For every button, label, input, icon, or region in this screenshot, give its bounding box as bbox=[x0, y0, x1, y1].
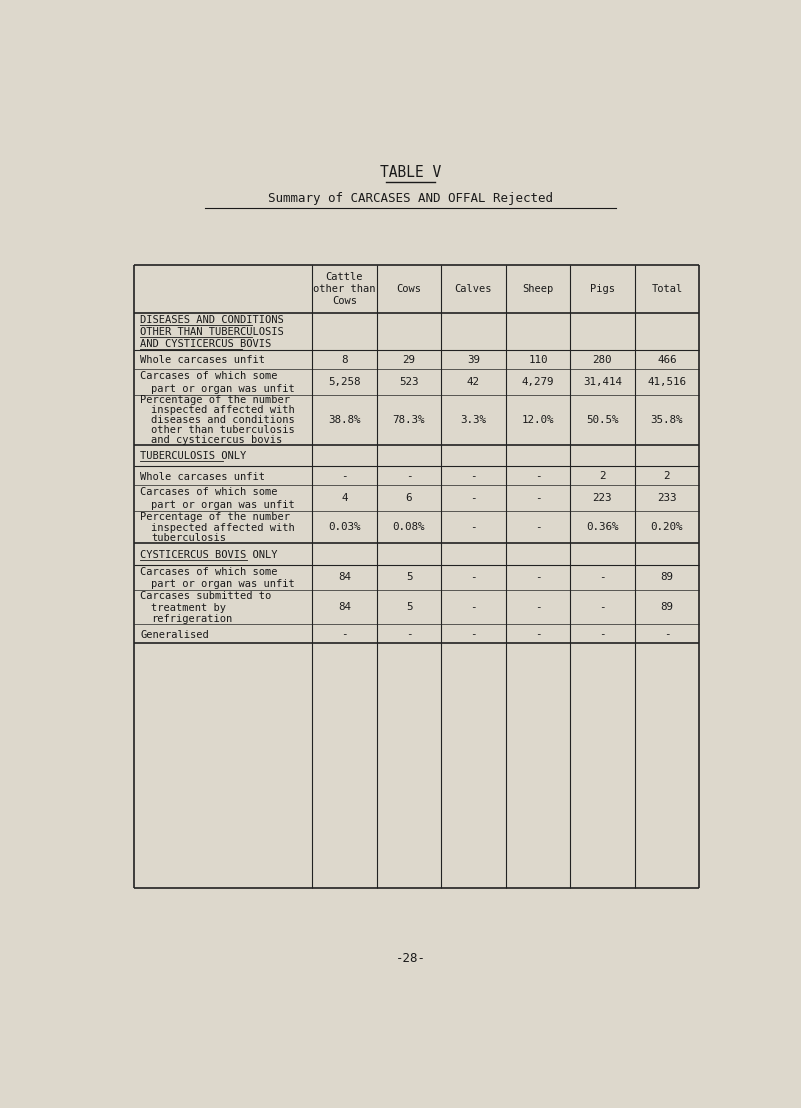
Text: 89: 89 bbox=[661, 602, 674, 612]
Text: Total: Total bbox=[651, 284, 682, 294]
Text: -: - bbox=[405, 471, 413, 481]
Text: 84: 84 bbox=[338, 573, 351, 583]
Text: Carcases submitted to: Carcases submitted to bbox=[140, 592, 272, 602]
Text: 12.0%: 12.0% bbox=[521, 414, 554, 424]
Text: -: - bbox=[535, 573, 541, 583]
Text: 0.20%: 0.20% bbox=[650, 522, 683, 532]
Text: 42: 42 bbox=[467, 377, 480, 387]
Text: inspected affected with: inspected affected with bbox=[151, 406, 295, 416]
Text: -: - bbox=[470, 628, 477, 638]
Text: -: - bbox=[405, 628, 413, 638]
Text: -: - bbox=[470, 573, 477, 583]
Text: Summary of CARCASES AND OFFAL Rejected: Summary of CARCASES AND OFFAL Rejected bbox=[268, 193, 553, 205]
Text: 5: 5 bbox=[405, 573, 413, 583]
Text: diseases and conditions: diseases and conditions bbox=[151, 416, 295, 425]
Text: other than tuberculosis: other than tuberculosis bbox=[151, 425, 295, 435]
Text: 0.36%: 0.36% bbox=[586, 522, 618, 532]
Text: Carcases of which some: Carcases of which some bbox=[140, 566, 278, 577]
Text: -: - bbox=[664, 628, 670, 638]
Text: 233: 233 bbox=[657, 493, 677, 503]
Text: TABLE V: TABLE V bbox=[380, 165, 441, 179]
Text: 0.08%: 0.08% bbox=[392, 522, 425, 532]
Text: 466: 466 bbox=[657, 355, 677, 365]
Text: 35.8%: 35.8% bbox=[650, 414, 683, 424]
Text: 3.3%: 3.3% bbox=[461, 414, 486, 424]
Text: and cysticercus bovis: and cysticercus bovis bbox=[151, 435, 283, 445]
Text: -: - bbox=[535, 602, 541, 612]
Text: -: - bbox=[341, 628, 348, 638]
Text: 523: 523 bbox=[399, 377, 419, 387]
Text: Calves: Calves bbox=[455, 284, 492, 294]
Text: treatment by: treatment by bbox=[151, 603, 227, 613]
Text: Whole carcases unfit: Whole carcases unfit bbox=[140, 472, 265, 482]
Text: part or organ was unfit: part or organ was unfit bbox=[151, 500, 295, 510]
Text: -: - bbox=[535, 522, 541, 532]
Text: -: - bbox=[535, 628, 541, 638]
Text: 223: 223 bbox=[593, 493, 612, 503]
Text: 5: 5 bbox=[405, 602, 413, 612]
Text: 89: 89 bbox=[661, 573, 674, 583]
Text: 0.03%: 0.03% bbox=[328, 522, 360, 532]
Text: Pigs: Pigs bbox=[590, 284, 615, 294]
Text: OTHER THAN TUBERCULOSIS: OTHER THAN TUBERCULOSIS bbox=[140, 327, 284, 337]
Text: -: - bbox=[470, 602, 477, 612]
Text: 38.8%: 38.8% bbox=[328, 414, 360, 424]
Text: -: - bbox=[470, 493, 477, 503]
Text: refrigeration: refrigeration bbox=[151, 614, 232, 624]
Text: DISEASES AND CONDITIONS: DISEASES AND CONDITIONS bbox=[140, 315, 284, 325]
Text: -: - bbox=[535, 471, 541, 481]
Text: -: - bbox=[341, 471, 348, 481]
Text: AND CYSTICERCUS BOVIS: AND CYSTICERCUS BOVIS bbox=[140, 339, 272, 349]
Text: 280: 280 bbox=[593, 355, 612, 365]
Text: 29: 29 bbox=[402, 355, 416, 365]
Text: part or organ was unfit: part or organ was unfit bbox=[151, 579, 295, 589]
Text: 5,258: 5,258 bbox=[328, 377, 360, 387]
Text: Carcases of which some: Carcases of which some bbox=[140, 488, 278, 497]
Text: 31,414: 31,414 bbox=[583, 377, 622, 387]
Text: Carcases of which some: Carcases of which some bbox=[140, 371, 278, 381]
Text: 50.5%: 50.5% bbox=[586, 414, 618, 424]
Text: part or organ was unfit: part or organ was unfit bbox=[151, 383, 295, 393]
Text: 78.3%: 78.3% bbox=[392, 414, 425, 424]
Text: inspected affected with: inspected affected with bbox=[151, 523, 295, 533]
Text: Generalised: Generalised bbox=[140, 629, 209, 639]
Text: Percentage of the number: Percentage of the number bbox=[140, 512, 291, 522]
Text: 2: 2 bbox=[599, 471, 606, 481]
Text: -: - bbox=[535, 493, 541, 503]
Text: -: - bbox=[470, 471, 477, 481]
Text: 84: 84 bbox=[338, 602, 351, 612]
Text: -: - bbox=[599, 573, 606, 583]
Text: Cattle
other than
Cows: Cattle other than Cows bbox=[313, 271, 376, 307]
Text: 110: 110 bbox=[528, 355, 548, 365]
Text: 41,516: 41,516 bbox=[647, 377, 686, 387]
Text: TUBERCULOSIS ONLY: TUBERCULOSIS ONLY bbox=[140, 451, 247, 461]
Text: Whole carcases unfit: Whole carcases unfit bbox=[140, 356, 265, 366]
Text: -: - bbox=[599, 628, 606, 638]
Text: -: - bbox=[599, 602, 606, 612]
Text: 2: 2 bbox=[664, 471, 670, 481]
Text: 6: 6 bbox=[405, 493, 413, 503]
Text: 4,279: 4,279 bbox=[521, 377, 554, 387]
Text: 8: 8 bbox=[341, 355, 348, 365]
Text: -28-: -28- bbox=[396, 952, 425, 965]
Text: -: - bbox=[470, 522, 477, 532]
Text: Sheep: Sheep bbox=[522, 284, 553, 294]
Text: tuberculosis: tuberculosis bbox=[151, 533, 227, 543]
Text: Percentage of the number: Percentage of the number bbox=[140, 396, 291, 406]
Text: CYSTICERCUS BOVIS ONLY: CYSTICERCUS BOVIS ONLY bbox=[140, 550, 278, 560]
Text: 39: 39 bbox=[467, 355, 480, 365]
Text: Cows: Cows bbox=[396, 284, 421, 294]
Text: 4: 4 bbox=[341, 493, 348, 503]
